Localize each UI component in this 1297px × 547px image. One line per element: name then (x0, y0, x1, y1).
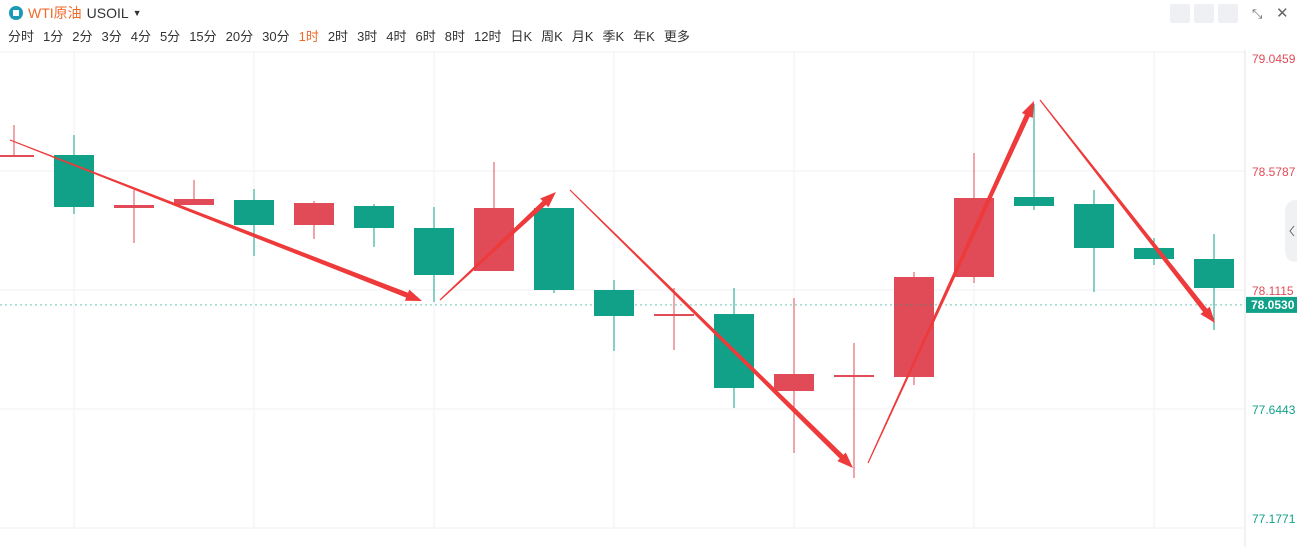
candle-body (654, 314, 694, 317)
trend-arrow (9, 139, 422, 301)
candle-body (1194, 259, 1234, 289)
last-price-box (1246, 296, 1297, 313)
y-tick-label: 77.6443 (1252, 403, 1296, 417)
candle-body (594, 290, 634, 317)
timeframe-bar: 分时 1分 2分 3分 4分 5分 15分 20分 30分 1时 2时 3时 4时 6时 8时 12时 日K 周K… (8, 26, 690, 45)
trend-arrow (439, 192, 556, 301)
timeframe[interactable]: 2分 (72, 29, 93, 44)
candle-body (294, 203, 334, 225)
close-button[interactable]: ✕ (1276, 5, 1289, 22)
candle-body (54, 155, 94, 208)
candle-body (174, 198, 214, 206)
plot (0, 51, 1245, 529)
candle-body (0, 155, 34, 158)
timeframe[interactable]: 更多 (663, 29, 690, 44)
timeframe[interactable]: 30分 (262, 29, 290, 44)
timeframe[interactable]: 2时 (327, 29, 349, 44)
candle-body (474, 208, 514, 271)
timeframe[interactable]: 分时 (8, 29, 35, 44)
symbol-name: WTI原油 (28, 5, 82, 21)
shrink-button[interactable]: ⤡ (1252, 6, 1263, 21)
timeframe[interactable]: 12时 (474, 29, 502, 44)
candle-body (1014, 197, 1054, 206)
candle-body (954, 197, 994, 278)
symbol-icon (9, 6, 23, 20)
timeframe[interactable]: 周K (541, 29, 563, 44)
timeframe[interactable]: 4分 (130, 29, 151, 44)
timeframe[interactable]: 6时 (415, 29, 436, 44)
timeframe[interactable]: 15分 (189, 29, 217, 44)
timeframe[interactable]: 5分 (159, 29, 181, 44)
y-tick-label: 78.1115 (1252, 284, 1294, 298)
candle-body (114, 205, 154, 209)
candle-body (834, 375, 874, 378)
candle-body (534, 208, 574, 290)
timeframe[interactable]: 月K (571, 29, 594, 44)
candle-body (414, 228, 454, 275)
timeframe[interactable]: 季K (602, 29, 625, 44)
timeframe[interactable]: 3分 (101, 29, 122, 44)
candle-body (354, 205, 394, 229)
candle-body (1134, 247, 1174, 260)
dropdown-caret[interactable]: ▼ (132, 8, 142, 18)
trend-arrow (1039, 99, 1215, 324)
timeframe[interactable]: 日K (510, 29, 533, 44)
timeframe[interactable]: 1时 (298, 29, 319, 44)
side-tab-icon (1289, 225, 1295, 237)
timeframe[interactable]: 20分 (225, 29, 254, 44)
last-price-label: 78.0530 (1251, 298, 1295, 312)
tool-button[interactable] (1170, 4, 1190, 23)
candle-body (714, 314, 754, 389)
timeframe[interactable]: 4时 (386, 29, 407, 44)
y-tick-label: 78.5787 (1252, 165, 1296, 179)
timeframe[interactable]: 3时 (357, 29, 378, 44)
y-tick-label: 77.1771 (1252, 512, 1296, 526)
candle-body (774, 374, 814, 392)
side-tab (1285, 200, 1297, 262)
timeframe[interactable]: 年K (633, 29, 655, 44)
symbol-code[interactable]: USOIL (86, 5, 129, 21)
trend-arrow (867, 101, 1034, 464)
timeframe[interactable]: 8时 (444, 29, 465, 44)
candle-body (1074, 204, 1114, 248)
timeframe[interactable]: 1分 (43, 29, 64, 44)
tool-button[interactable] (1218, 4, 1238, 23)
candle-body (234, 200, 274, 225)
tool-button[interactable] (1194, 4, 1214, 23)
y-tick-label: 79.0459 (1252, 52, 1296, 66)
candle-body (894, 277, 934, 378)
symbol-bar: WTI原油 USOIL ▼ (8, 3, 142, 23)
trend-arrow (569, 189, 853, 469)
